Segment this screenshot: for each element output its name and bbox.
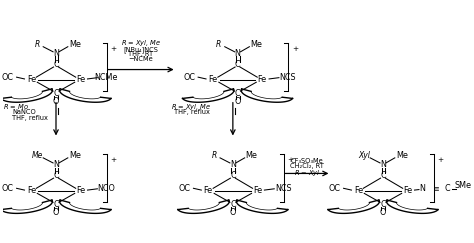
Text: O: O — [53, 97, 59, 106]
Text: Me: Me — [69, 40, 81, 49]
Text: Fe: Fe — [403, 186, 412, 195]
Text: +: + — [110, 157, 117, 163]
Text: Me: Me — [396, 151, 408, 160]
Text: Fe: Fe — [204, 186, 213, 195]
Text: Me: Me — [32, 151, 43, 160]
Text: $R$ = $Xyl$, $Me$: $R$ = $Xyl$, $Me$ — [121, 38, 161, 48]
Text: Fe: Fe — [27, 186, 36, 195]
Text: O: O — [53, 208, 59, 217]
Text: CF₃SO₃Me: CF₃SO₃Me — [291, 157, 323, 164]
Text: Me: Me — [250, 40, 262, 49]
Text: NaNCO: NaNCO — [12, 109, 36, 115]
Text: O: O — [230, 208, 236, 217]
Text: Fe: Fe — [253, 186, 262, 195]
Text: NCS: NCS — [280, 73, 296, 82]
Text: $R$ = $Xyl$: $R$ = $Xyl$ — [294, 168, 320, 178]
Text: OC: OC — [2, 73, 14, 82]
Text: C: C — [53, 89, 59, 98]
Text: Fe: Fe — [76, 186, 85, 195]
Text: OC: OC — [2, 184, 14, 193]
Text: N: N — [380, 160, 386, 169]
Text: R: R — [216, 40, 221, 49]
Text: +: + — [110, 46, 117, 52]
Text: NCS: NCS — [275, 184, 292, 193]
Text: N: N — [419, 184, 425, 193]
Text: R: R — [35, 40, 40, 49]
Text: OC: OC — [328, 184, 341, 193]
Text: Fe: Fe — [257, 75, 267, 84]
Text: CH₂Cl₂, RT: CH₂Cl₂, RT — [290, 163, 324, 169]
Text: N: N — [53, 49, 59, 58]
Text: +: + — [438, 157, 444, 163]
Text: −NCMe: −NCMe — [128, 56, 153, 62]
Text: C: C — [444, 184, 450, 193]
Text: N: N — [235, 49, 240, 58]
Text: R: R — [211, 151, 217, 160]
Text: ≡: ≡ — [433, 186, 439, 192]
Text: C: C — [380, 200, 386, 209]
Text: C: C — [380, 171, 386, 180]
Text: Fe: Fe — [27, 75, 36, 84]
Text: NCO: NCO — [97, 184, 115, 193]
Text: Fe: Fe — [76, 75, 85, 84]
Text: THF, reflux: THF, reflux — [174, 109, 210, 115]
Text: O: O — [380, 208, 386, 217]
Text: C: C — [235, 60, 240, 69]
Text: C: C — [53, 171, 59, 180]
Text: N: N — [230, 160, 236, 169]
Text: O: O — [234, 97, 241, 106]
Text: THF, RT: THF, RT — [128, 51, 154, 57]
Text: C: C — [235, 89, 240, 98]
Text: +: + — [288, 157, 294, 163]
Text: Me: Me — [69, 151, 81, 160]
Text: [NBu₄]NCS: [NBu₄]NCS — [123, 46, 158, 53]
Text: $R$ = $Mo$: $R$ = $Mo$ — [3, 102, 29, 111]
Text: Xyl: Xyl — [358, 151, 370, 160]
Text: C: C — [230, 200, 236, 209]
Text: OC: OC — [179, 184, 191, 193]
Text: Me: Me — [246, 151, 257, 160]
Text: OC: OC — [183, 73, 195, 82]
Text: C: C — [53, 60, 59, 69]
Text: Fe: Fe — [354, 186, 363, 195]
Text: C: C — [230, 171, 236, 180]
Text: N: N — [53, 160, 59, 169]
Text: Fe: Fe — [209, 75, 218, 84]
Text: THF, reflux: THF, reflux — [12, 114, 48, 121]
Text: +: + — [292, 46, 298, 52]
Text: $R$ = $Xyl$, $Me$: $R$ = $Xyl$, $Me$ — [171, 102, 211, 112]
Text: NCMe: NCMe — [94, 73, 118, 82]
Text: SMe: SMe — [454, 181, 471, 190]
Text: C: C — [53, 200, 59, 209]
